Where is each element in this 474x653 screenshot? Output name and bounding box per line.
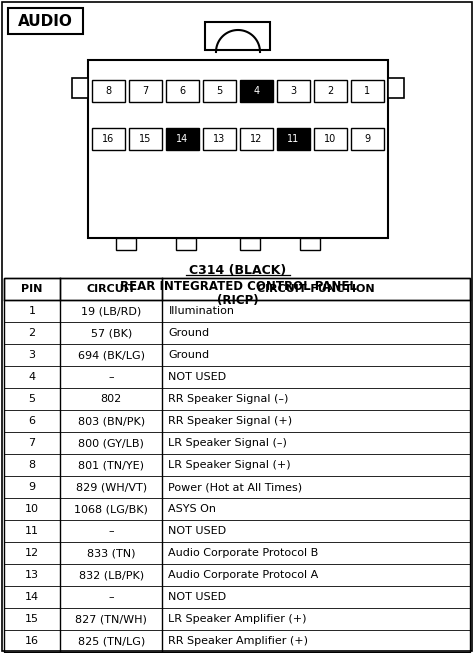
- Text: 57 (BK): 57 (BK): [91, 328, 132, 338]
- Bar: [351, 80, 384, 102]
- Text: 802: 802: [100, 394, 122, 404]
- Text: 1068 (LG/BK): 1068 (LG/BK): [74, 504, 148, 514]
- Text: Ground: Ground: [168, 328, 210, 338]
- Text: 9: 9: [365, 134, 371, 144]
- Text: 8: 8: [28, 460, 36, 470]
- Text: 15: 15: [139, 134, 152, 144]
- Bar: [166, 128, 199, 150]
- Bar: [72, 78, 88, 98]
- Bar: [206, 22, 271, 50]
- Bar: [4, 278, 470, 652]
- Text: 4: 4: [28, 372, 36, 382]
- Bar: [203, 80, 236, 102]
- Text: 13: 13: [25, 570, 39, 580]
- Text: 10: 10: [25, 504, 39, 514]
- Text: Ground: Ground: [168, 350, 210, 360]
- Bar: [8, 8, 83, 34]
- Text: 825 (TN/LG): 825 (TN/LG): [78, 636, 145, 646]
- Text: AUDIO: AUDIO: [18, 14, 73, 29]
- Text: –: –: [109, 592, 114, 602]
- Text: 7: 7: [28, 438, 36, 448]
- Text: NOT USED: NOT USED: [168, 592, 227, 602]
- Text: 16: 16: [102, 134, 115, 144]
- Bar: [203, 128, 236, 150]
- Text: 3: 3: [291, 86, 297, 96]
- Text: 5: 5: [216, 86, 223, 96]
- Bar: [277, 80, 310, 102]
- Text: 15: 15: [25, 614, 39, 624]
- Text: 803 (BN/PK): 803 (BN/PK): [78, 416, 145, 426]
- Text: Illumination: Illumination: [168, 306, 235, 316]
- Bar: [166, 80, 199, 102]
- Bar: [92, 128, 125, 150]
- Text: 11: 11: [25, 526, 39, 536]
- Text: 14: 14: [176, 134, 189, 144]
- Text: 12: 12: [250, 134, 263, 144]
- Text: NOT USED: NOT USED: [168, 372, 227, 382]
- Text: 11: 11: [287, 134, 300, 144]
- Text: 7: 7: [142, 86, 149, 96]
- Bar: [300, 238, 320, 250]
- Text: 801 (TN/YE): 801 (TN/YE): [78, 460, 144, 470]
- Text: CIRCUIT FUNCTION: CIRCUIT FUNCTION: [257, 284, 375, 294]
- Bar: [351, 128, 384, 150]
- Bar: [116, 238, 136, 250]
- Text: 10: 10: [324, 134, 337, 144]
- Text: 4: 4: [254, 86, 260, 96]
- Bar: [88, 60, 388, 238]
- Text: 2: 2: [328, 86, 334, 96]
- Text: 800 (GY/LB): 800 (GY/LB): [78, 438, 144, 448]
- Text: 1: 1: [365, 86, 371, 96]
- Text: 6: 6: [180, 86, 185, 96]
- Text: LR Speaker Amplifier (+): LR Speaker Amplifier (+): [168, 614, 307, 624]
- Text: 5: 5: [28, 394, 36, 404]
- Text: 13: 13: [213, 134, 226, 144]
- Text: RR Speaker Signal (–): RR Speaker Signal (–): [168, 394, 289, 404]
- Text: 19 (LB/RD): 19 (LB/RD): [81, 306, 141, 316]
- Text: 829 (WH/VT): 829 (WH/VT): [76, 482, 147, 492]
- Text: Audio Corporate Protocol A: Audio Corporate Protocol A: [168, 570, 319, 580]
- Bar: [129, 128, 162, 150]
- Bar: [129, 80, 162, 102]
- Text: 12: 12: [25, 548, 39, 558]
- Bar: [277, 128, 310, 150]
- Text: 3: 3: [28, 350, 36, 360]
- Text: 14: 14: [25, 592, 39, 602]
- Text: 832 (LB/PK): 832 (LB/PK): [79, 570, 144, 580]
- Text: –: –: [109, 526, 114, 536]
- Text: LR Speaker Signal (–): LR Speaker Signal (–): [168, 438, 287, 448]
- Text: 1: 1: [28, 306, 36, 316]
- Text: LR Speaker Signal (+): LR Speaker Signal (+): [168, 460, 291, 470]
- Bar: [314, 80, 347, 102]
- Text: 8: 8: [105, 86, 111, 96]
- Text: 694 (BK/LG): 694 (BK/LG): [78, 350, 145, 360]
- Text: RR Speaker Amplifier (+): RR Speaker Amplifier (+): [168, 636, 309, 646]
- Text: 2: 2: [28, 328, 36, 338]
- Text: RR Speaker Signal (+): RR Speaker Signal (+): [168, 416, 292, 426]
- Bar: [176, 238, 196, 250]
- Bar: [240, 80, 273, 102]
- Bar: [314, 128, 347, 150]
- Text: NOT USED: NOT USED: [168, 526, 227, 536]
- Text: Audio Corporate Protocol B: Audio Corporate Protocol B: [168, 548, 319, 558]
- Text: 833 (TN): 833 (TN): [87, 548, 136, 558]
- Text: 9: 9: [28, 482, 36, 492]
- Bar: [4, 278, 470, 300]
- Text: 827 (TN/WH): 827 (TN/WH): [75, 614, 147, 624]
- Text: (RICP): (RICP): [217, 294, 259, 307]
- Bar: [240, 128, 273, 150]
- Text: REAR INTEGRATED CONTROL PANEL: REAR INTEGRATED CONTROL PANEL: [119, 280, 356, 293]
- Bar: [92, 80, 125, 102]
- Text: ASYS On: ASYS On: [168, 504, 217, 514]
- Text: Power (Hot at All Times): Power (Hot at All Times): [168, 482, 302, 492]
- Text: PIN: PIN: [21, 284, 43, 294]
- Text: 6: 6: [28, 416, 36, 426]
- Bar: [388, 78, 404, 98]
- Text: C314 (BLACK): C314 (BLACK): [190, 264, 287, 277]
- Bar: [240, 238, 260, 250]
- Text: CIRCUIT: CIRCUIT: [86, 284, 136, 294]
- Text: 16: 16: [25, 636, 39, 646]
- Text: –: –: [109, 372, 114, 382]
